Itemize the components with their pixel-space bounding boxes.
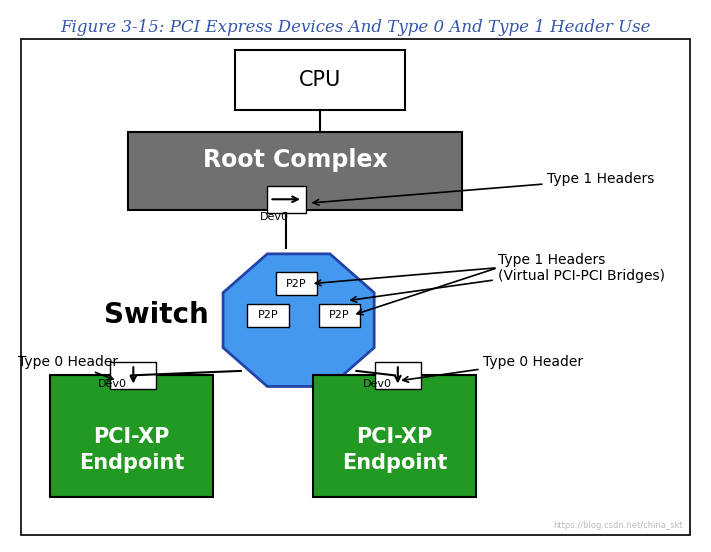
Text: PCI-XP
Endpoint: PCI-XP Endpoint — [342, 427, 447, 473]
FancyBboxPatch shape — [21, 39, 690, 535]
Text: P2P: P2P — [328, 310, 350, 320]
Text: Dev0: Dev0 — [260, 212, 289, 222]
FancyBboxPatch shape — [128, 132, 462, 210]
Text: P2P: P2P — [286, 279, 307, 289]
FancyBboxPatch shape — [267, 186, 306, 213]
Text: Root Complex: Root Complex — [203, 148, 387, 172]
FancyBboxPatch shape — [247, 304, 289, 327]
Text: CPU: CPU — [299, 70, 341, 90]
Text: Type 0 Header: Type 0 Header — [18, 354, 118, 380]
Text: PCI-XP
Endpoint: PCI-XP Endpoint — [79, 427, 184, 473]
FancyBboxPatch shape — [276, 272, 317, 295]
FancyBboxPatch shape — [235, 50, 405, 110]
FancyBboxPatch shape — [110, 362, 156, 389]
Text: Type 1 Headers
(Virtual PCI-PCI Bridges): Type 1 Headers (Virtual PCI-PCI Bridges) — [351, 253, 665, 302]
Text: Dev0: Dev0 — [98, 379, 127, 389]
FancyBboxPatch shape — [313, 375, 476, 497]
Text: Type 1 Headers: Type 1 Headers — [314, 172, 655, 205]
Text: Type 0 Header: Type 0 Header — [402, 354, 584, 382]
FancyBboxPatch shape — [50, 375, 213, 497]
Text: https://blog.csdn.net/china_skt: https://blog.csdn.net/china_skt — [553, 521, 683, 530]
FancyBboxPatch shape — [319, 304, 360, 327]
Text: Switch: Switch — [104, 301, 209, 328]
Text: P2P: P2P — [257, 310, 279, 320]
Polygon shape — [223, 254, 374, 386]
Text: Dev0: Dev0 — [363, 379, 392, 389]
FancyBboxPatch shape — [375, 362, 421, 389]
Text: Figure 3-15: PCI Express Devices And Type 0 And Type 1 Header Use: Figure 3-15: PCI Express Devices And Typ… — [60, 19, 651, 36]
